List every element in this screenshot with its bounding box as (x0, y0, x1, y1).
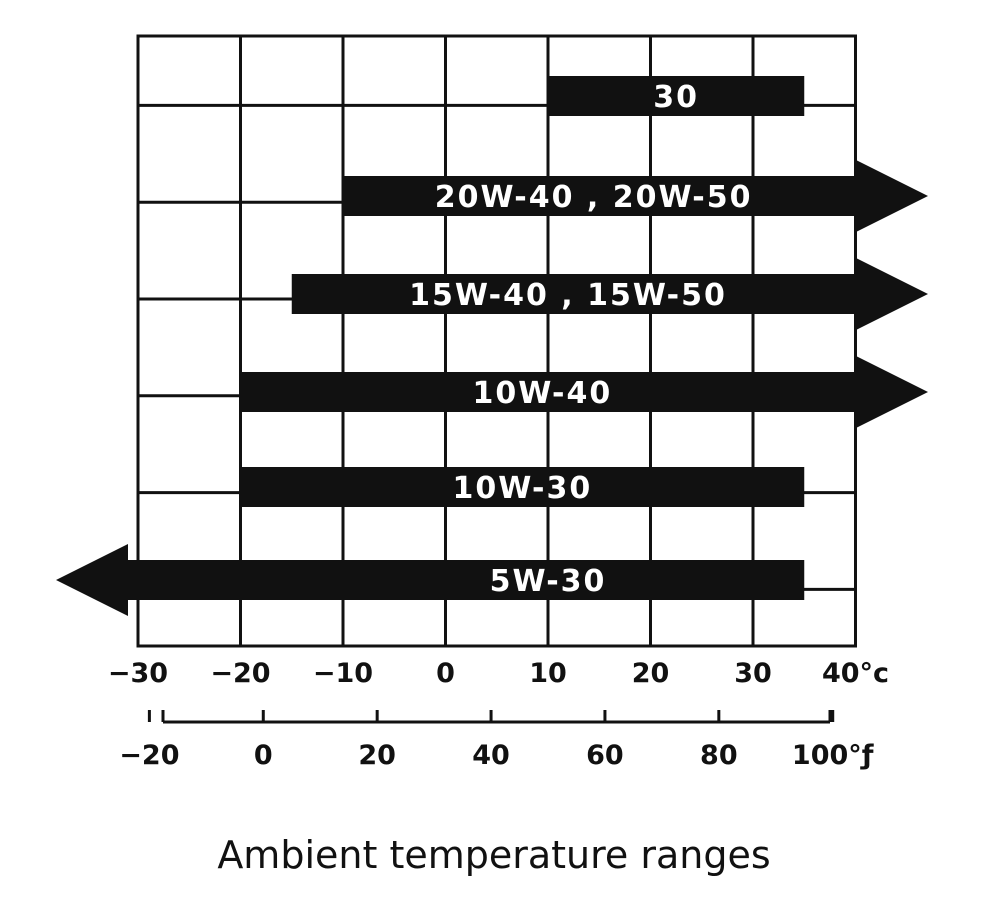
bar-30 (548, 76, 805, 116)
bar-5w-30 (56, 544, 805, 616)
celsius-tick-label: −20 (210, 658, 270, 689)
celsius-tick-label: 30 (734, 658, 772, 689)
celsius-tick-label: 20 (632, 658, 670, 689)
bar-label: 20W-40 , 20W-50 (435, 180, 753, 215)
grid (136, 34, 857, 648)
celsius-tick-label: 10 (529, 658, 567, 689)
celsius-axis: −30 −20 −10 0 10 20 30 40°c (108, 658, 889, 689)
bar-15w-40-15w-50 (291, 258, 928, 330)
celsius-tick-label: −30 (108, 658, 168, 689)
celsius-tick-label: −10 (313, 658, 373, 689)
bar-label: 10W-30 (453, 471, 593, 506)
chart-caption: Ambient temperature ranges (217, 833, 771, 877)
fahrenheit-tick-label: −20 (119, 740, 179, 771)
bar-20w-40-20w-50 (343, 160, 928, 232)
viscosity-bars: 30 20W-40 , 20W-50 15W-40 , 15W-50 10W-40 10… (56, 76, 928, 616)
bar-10w-30 (240, 467, 805, 507)
celsius-tick-label: 0 (436, 658, 455, 689)
grid-frame (136, 34, 857, 648)
celsius-tick-label: 40°c (822, 658, 889, 689)
fahrenheit-tick-label: 80 (700, 740, 738, 771)
bar-label: 15W-40 , 15W-50 (409, 278, 727, 313)
fahrenheit-tick-label: 60 (586, 740, 624, 771)
bar-label: 10W-40 (473, 376, 613, 411)
bar-10w-40 (240, 356, 928, 428)
fahrenheit-tick-label: 0 (254, 740, 273, 771)
bar-label: 30 (653, 80, 699, 115)
fahrenheit-tick-label: 100°ƒ (792, 740, 874, 771)
fahrenheit-tick-label: 20 (358, 740, 396, 771)
fahrenheit-tick-label: 40 (472, 740, 510, 771)
bar-label: 5W-30 (490, 564, 607, 599)
fahrenheit-axis: −20 0 20 40 60 80 100°ƒ (119, 710, 874, 771)
oil-viscosity-chart: 30 20W-40 , 20W-50 15W-40 , 15W-50 10W-40 10… (56, 34, 928, 771)
